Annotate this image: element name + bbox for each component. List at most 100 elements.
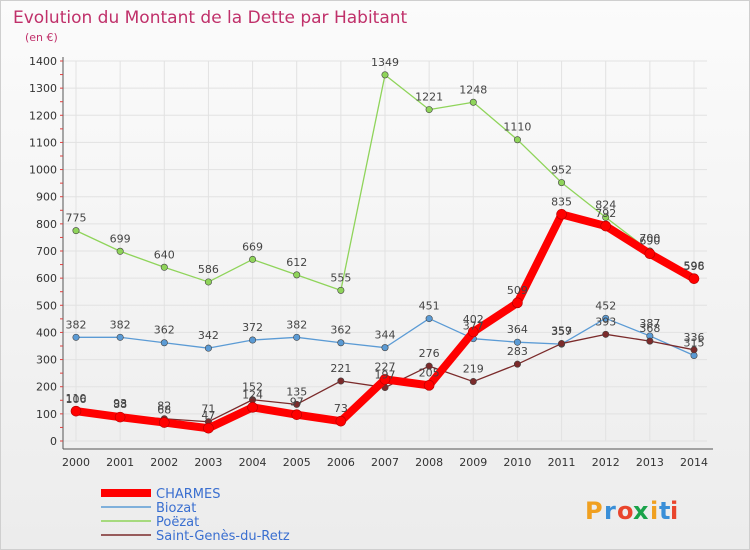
y-tick-label: 500: [36, 299, 57, 312]
brand-letter: i: [650, 497, 658, 525]
x-tick-label: 2007: [371, 456, 399, 469]
data-label: 612: [286, 256, 307, 269]
data-point: [291, 409, 303, 420]
data-point: [158, 417, 170, 428]
data-point: [558, 179, 566, 187]
data-label: 382: [110, 318, 131, 331]
data-label: 824: [595, 198, 616, 211]
x-tick-label: 2010: [503, 456, 531, 469]
data-point: [513, 136, 521, 144]
data-label: 1110: [503, 121, 531, 134]
y-tick-label: 900: [36, 191, 57, 204]
data-point: [70, 405, 82, 417]
y-tick-label: 1400: [29, 55, 57, 68]
data-point: [467, 326, 479, 338]
data-label: 690: [639, 235, 660, 248]
brand-letter: i: [670, 497, 678, 525]
data-point: [690, 346, 698, 354]
x-tick-label: 2002: [150, 456, 178, 469]
data-point: [203, 422, 214, 434]
data-point: [116, 333, 124, 341]
x-tick-label: 2006: [327, 456, 355, 469]
x-tick-label: 2012: [592, 456, 620, 469]
data-label: 598: [684, 260, 705, 273]
data-point: [335, 415, 347, 427]
chart-subtitle: (en €): [25, 31, 58, 44]
data-point: [556, 209, 567, 220]
data-point: [600, 220, 612, 232]
data-label: 372: [242, 321, 263, 334]
data-label: 699: [110, 232, 131, 245]
data-point: [644, 248, 656, 260]
data-label: 227: [375, 360, 396, 373]
data-label: 135: [286, 385, 307, 398]
data-label: 835: [551, 195, 572, 208]
data-label: 1248: [459, 83, 487, 96]
data-label: 700: [639, 232, 660, 245]
y-tick-label: 1100: [29, 136, 57, 149]
data-label: 276: [419, 347, 440, 360]
brand-letter: t: [659, 497, 670, 525]
data-point: [379, 374, 391, 385]
data-point: [337, 377, 345, 385]
data-label: 88: [113, 398, 127, 411]
brand-letter: P: [585, 497, 603, 525]
y-tick-label: 1000: [29, 164, 57, 177]
data-label: 952: [551, 164, 572, 177]
data-point: [513, 338, 521, 346]
y-tick-label: 700: [36, 245, 57, 258]
data-label: 68: [157, 404, 171, 417]
data-label: 382: [66, 318, 87, 331]
data-point: [513, 360, 521, 368]
data-point: [469, 98, 477, 106]
data-point: [558, 340, 566, 348]
data-label: 775: [66, 212, 87, 225]
data-point: [688, 273, 700, 284]
data-point: [72, 227, 80, 235]
data-point: [72, 333, 80, 341]
x-tick-label: 2009: [459, 456, 487, 469]
data-point: [160, 339, 168, 347]
chart-title: Evolution du Montant de la Dette par Hab…: [13, 8, 408, 28]
y-tick-label: 800: [36, 218, 57, 231]
data-point: [602, 213, 610, 221]
data-label: 451: [419, 300, 440, 313]
data-label: 368: [639, 322, 660, 335]
data-point: [469, 378, 477, 386]
data-point: [425, 362, 433, 370]
x-tick-label: 2003: [194, 456, 222, 469]
data-label: 106: [66, 393, 87, 406]
data-point: [423, 380, 435, 391]
data-label: 315: [684, 337, 705, 350]
data-point: [160, 263, 168, 271]
data-label: 362: [330, 324, 351, 337]
data-label: 344: [375, 329, 396, 342]
y-tick-label: 1200: [29, 109, 57, 122]
data-point: [293, 333, 301, 341]
brand-letter: o: [617, 497, 634, 525]
x-tick-label: 2011: [548, 456, 576, 469]
data-label: 219: [463, 363, 484, 376]
data-label: 555: [330, 271, 351, 284]
data-label: 221: [330, 362, 351, 375]
data-label: 124: [242, 388, 263, 401]
y-tick-label: 400: [36, 326, 57, 339]
data-point: [425, 315, 433, 323]
data-point: [337, 286, 345, 294]
x-tick-label: 2014: [680, 456, 708, 469]
data-label: 377: [463, 320, 484, 333]
data-label: 792: [595, 207, 616, 220]
data-point: [249, 255, 257, 263]
data-label: 393: [595, 315, 616, 328]
data-point: [425, 106, 433, 114]
data-label: 452: [595, 299, 616, 312]
data-point: [293, 271, 301, 279]
data-label: 110: [66, 392, 87, 405]
brand-letter: r: [604, 497, 616, 525]
data-label: 382: [286, 318, 307, 331]
data-label: 71: [201, 403, 215, 416]
data-point: [381, 71, 389, 79]
